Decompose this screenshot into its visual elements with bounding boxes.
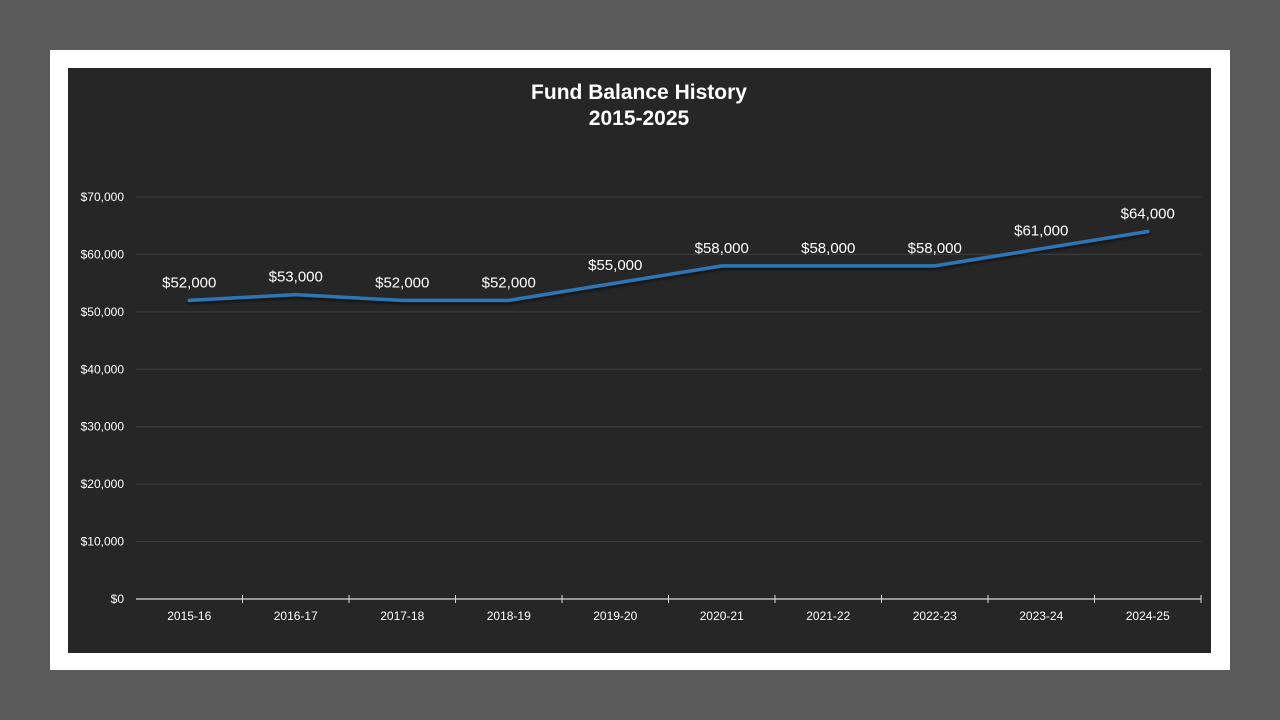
data-label: $58,000: [908, 240, 962, 257]
data-label: $52,000: [482, 274, 536, 291]
data-label: $52,000: [162, 274, 216, 291]
y-axis-labels: $0 $10,000 $20,000 $30,000 $40,000 $50,000 $60…: [81, 190, 125, 606]
chart-title: Fund Balance History 2015-2025: [0, 80, 1278, 132]
x-tick-label: 2022-23: [913, 609, 957, 623]
y-tick-label: $20,000: [81, 477, 125, 491]
data-label: $64,000: [1121, 205, 1175, 222]
chart-title-main: Fund Balance History: [531, 81, 747, 104]
data-label: $52,000: [375, 274, 429, 291]
x-tick-label: 2023-24: [1019, 609, 1063, 623]
x-tick-label: 2021-22: [806, 609, 850, 623]
x-tick-label: 2015-16: [167, 609, 211, 623]
data-labels: $52,000 $53,000 $52,000 $52,000 $55,000 $58,0…: [162, 205, 1175, 291]
y-tick-label: $60,000: [81, 247, 125, 261]
y-tick-label: $40,000: [81, 362, 125, 376]
data-label: $58,000: [695, 240, 749, 257]
y-tick-label: $30,000: [81, 420, 125, 434]
x-tick-label: 2016-17: [274, 609, 318, 623]
data-label: $53,000: [269, 269, 323, 286]
x-tick-label: 2019-20: [593, 609, 637, 623]
y-tick-label: $70,000: [81, 190, 125, 204]
x-tick-label: 2018-19: [487, 609, 531, 623]
x-tick-label: 2020-21: [700, 609, 744, 623]
y-tick-label: $10,000: [81, 535, 125, 549]
x-tick-label: 2017-18: [380, 609, 424, 623]
y-tick-label: $0: [111, 592, 125, 606]
data-label: $61,000: [1014, 223, 1068, 240]
data-series: [187, 229, 1150, 303]
chart-area: [68, 68, 1211, 653]
y-tick-label: $50,000: [81, 305, 125, 319]
chart-subtitle: 2015-2025: [588, 107, 690, 130]
series-line: [187, 229, 1150, 303]
gridlines: [136, 196, 1201, 543]
data-label: $58,000: [801, 240, 855, 257]
data-label: $55,000: [588, 257, 642, 274]
x-axis: 2015-16 2016-17 2017-18 2018-19 2019-20 2020-…: [136, 595, 1202, 623]
x-tick-label: 2024-25: [1126, 609, 1170, 623]
